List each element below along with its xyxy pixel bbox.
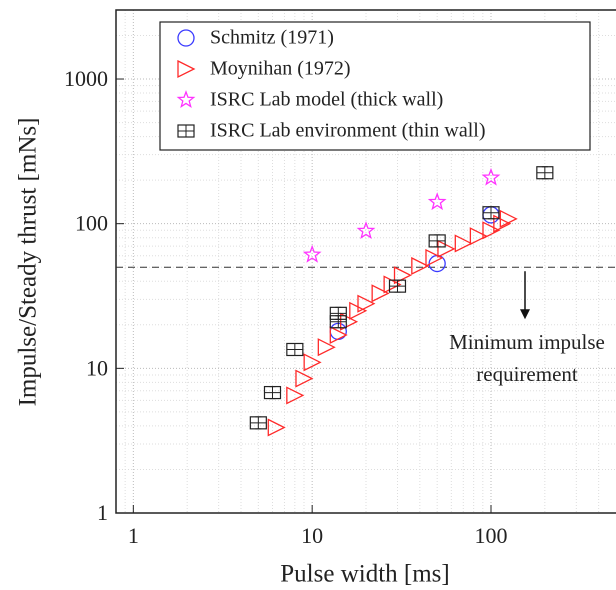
point [454, 234, 473, 253]
point [393, 266, 412, 285]
point [357, 294, 376, 313]
annotation: requirement [476, 362, 578, 386]
point [302, 244, 322, 263]
legend-label: ISRC Lab model (thick wall) [210, 89, 443, 111]
x-tick-label: 100 [475, 523, 508, 548]
point [427, 192, 447, 211]
annotation: Minimum impulse [449, 330, 605, 354]
point [388, 279, 407, 293]
point [356, 221, 376, 239]
point-errorbar [330, 306, 347, 320]
x-tick-label: 1 [128, 523, 139, 548]
arrow-head [520, 309, 530, 320]
point [267, 418, 286, 437]
point [482, 206, 500, 220]
legend-box [159, 21, 591, 151]
y-tick-label: 100 [75, 211, 108, 236]
point-errorbar [429, 234, 446, 248]
point [482, 221, 501, 240]
y-tick-label: 10 [86, 355, 108, 380]
point-errorbar [264, 386, 281, 400]
point-errorbar [536, 166, 553, 180]
point [286, 386, 305, 405]
point [493, 214, 512, 233]
point-errorbar [286, 342, 303, 356]
x-tick-label: 10 [301, 523, 323, 548]
legend-label: Moynihan (1972) [210, 58, 351, 80]
point [481, 167, 501, 186]
point [263, 385, 282, 400]
point [536, 166, 554, 180]
point [295, 369, 314, 388]
point [177, 29, 195, 47]
legend-label: ISRC Lab environment (thin wall) [210, 120, 486, 142]
point [437, 239, 456, 258]
legend-label: Schmitz (1971) [210, 27, 334, 49]
point [286, 342, 304, 357]
plot-frame [115, 9, 616, 514]
point [329, 306, 347, 320]
point [249, 416, 267, 430]
point [177, 124, 195, 138]
x-axis-label: Pulse width [ms] [280, 561, 449, 588]
point-errorbar [389, 279, 406, 293]
point-errorbar [250, 416, 267, 430]
point [317, 338, 336, 357]
point [469, 227, 488, 246]
y-axis-label: Impulse/Steady thrust [mNs] [15, 118, 42, 407]
point [428, 234, 446, 248]
point [176, 90, 196, 108]
point [303, 353, 322, 372]
point [499, 209, 518, 228]
point [329, 325, 348, 345]
point-errorbar [178, 124, 194, 138]
y-tick-label: 1 [97, 500, 108, 525]
y-tick-label: 1000 [64, 66, 108, 91]
point [371, 284, 390, 303]
point [177, 59, 196, 79]
point [411, 256, 430, 276]
point [425, 248, 444, 267]
point-errorbar [483, 206, 499, 220]
